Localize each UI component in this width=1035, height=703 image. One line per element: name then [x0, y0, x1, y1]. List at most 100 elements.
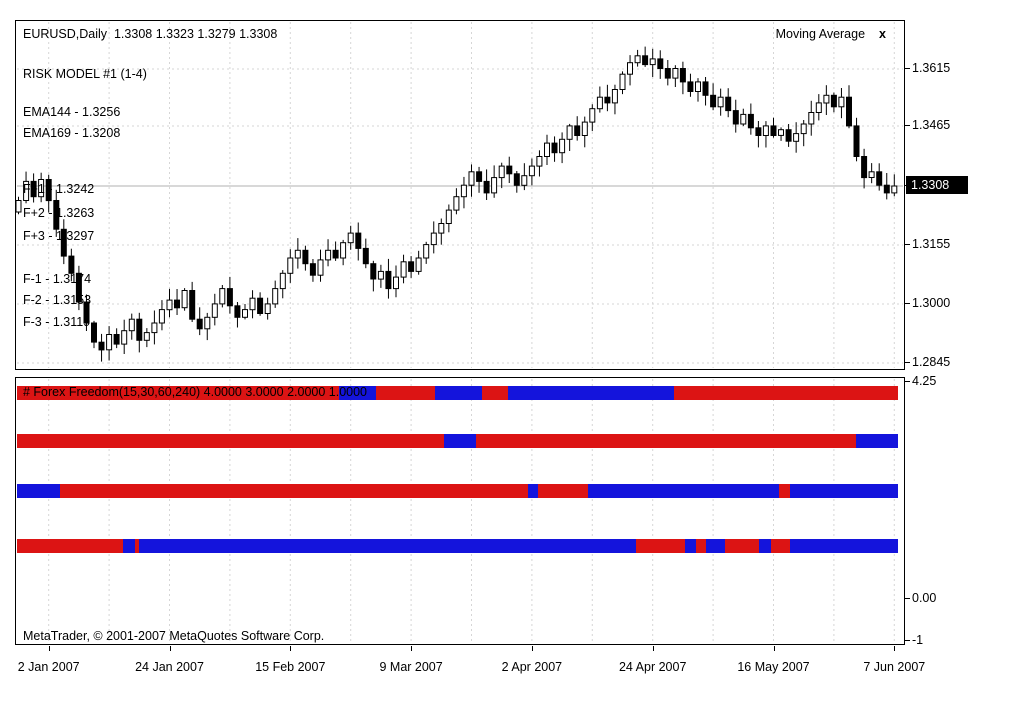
freedom-segment-blue	[705, 539, 726, 553]
date-tick-mark	[169, 646, 171, 651]
freedom-segment-red	[135, 539, 139, 553]
freedom-row-2.0000	[17, 484, 898, 498]
candle-body	[370, 263, 377, 280]
candle-body	[468, 171, 475, 186]
candle-body	[574, 125, 581, 137]
candle-body	[294, 249, 301, 259]
candle-body	[309, 263, 316, 276]
candle-body	[740, 113, 747, 125]
candle-body	[113, 334, 120, 345]
candle-body	[476, 171, 483, 182]
candle-body	[604, 96, 611, 104]
price-axis-label: 1.3615	[912, 61, 951, 75]
indicator-subwindow[interactable]: # Forex Freedom(15,30,60,240) 4.0000 3.0…	[15, 377, 905, 645]
freedom-segment-blue	[507, 386, 675, 400]
candle-body	[226, 288, 233, 307]
freedom-segment-blue	[790, 484, 898, 498]
freedom-segment-red	[771, 539, 791, 553]
candle-body	[725, 96, 732, 112]
date-axis-label: 15 Feb 2007	[255, 660, 326, 674]
candle-body	[861, 156, 868, 179]
candle-body	[642, 55, 649, 66]
candle-body	[400, 261, 407, 278]
candle-body	[891, 185, 898, 194]
candle-body	[883, 184, 890, 194]
candle-body	[128, 318, 135, 332]
candle-body	[695, 81, 701, 93]
candle-body	[317, 259, 324, 276]
freedom-row-1.0000	[17, 539, 898, 553]
main-chart-panel[interactable]: EURUSD,Daily 1.3308 1.3323 1.3279 1.3308…	[15, 20, 905, 370]
candle-body	[30, 180, 37, 198]
candle-body	[755, 127, 762, 137]
date-axis-label: 2 Jan 2007	[17, 660, 80, 674]
candle-body	[710, 94, 717, 108]
sub-axis-label: 0.00	[912, 591, 937, 605]
freedom-segment-red	[475, 434, 856, 448]
subwindow-grid	[48, 379, 895, 643]
ema144-label: EMA144 - 1.3256	[23, 105, 121, 119]
freedom-segment-red	[17, 434, 445, 448]
candle-body	[45, 179, 52, 202]
candle-body	[815, 102, 822, 114]
candle-body	[91, 322, 97, 343]
candle-body	[189, 290, 196, 320]
sub-axis-tick-mark	[905, 640, 910, 641]
date-axis-label: 9 Mar 2007	[379, 660, 443, 674]
candle-body	[415, 257, 422, 272]
candle-body	[98, 341, 105, 351]
candle-body	[838, 96, 845, 108]
candle-body	[242, 309, 248, 318]
candle-body	[257, 297, 264, 315]
date-tick-mark	[894, 646, 896, 651]
candle-body	[521, 175, 528, 186]
date-axis-label: 16 May 2007	[737, 660, 810, 674]
price-axis-label: 1.3465	[912, 118, 951, 132]
freedom-row-4.0000	[17, 386, 898, 400]
candle-body	[53, 200, 60, 230]
price-tick-mark	[905, 125, 910, 126]
date-axis-label: 24 Jan 2007	[135, 660, 204, 674]
candle-body	[264, 303, 271, 314]
candle-body	[627, 62, 633, 75]
freedom-segment-red	[779, 484, 791, 498]
copyright-text: MetaTrader, © 2001-2007 MetaQuotes Softw…	[23, 629, 325, 643]
price-tick-mark	[905, 303, 910, 304]
candle-body	[679, 68, 686, 83]
candlestick-plot[interactable]	[16, 21, 904, 369]
candle-body	[778, 129, 784, 136]
candle-body	[143, 332, 150, 341]
candle-body	[204, 316, 211, 330]
freedom-segment-blue	[587, 484, 780, 498]
freedom-segment-blue	[684, 539, 697, 553]
candle-body	[347, 232, 354, 244]
candle-body	[551, 142, 558, 154]
candle-body	[589, 108, 596, 123]
indicator-badge: Moving Average x	[776, 27, 886, 41]
close-icon[interactable]: x	[879, 27, 886, 41]
freedom-row-3.0000	[17, 434, 898, 448]
freedom-segment-blue	[527, 484, 538, 498]
candle-body	[513, 173, 520, 186]
freedom-segment-blue	[434, 386, 483, 400]
candle-body	[785, 129, 792, 142]
candle-body	[385, 270, 392, 290]
candle-body	[121, 330, 128, 345]
candle-body	[430, 232, 437, 246]
freedom-segment-blue	[122, 539, 136, 553]
candle-body	[528, 165, 535, 177]
f-plus-1-label: F+1 - 1.3242	[23, 182, 95, 196]
candle-body	[702, 81, 709, 96]
candle-body	[438, 223, 445, 234]
candle-body	[559, 138, 566, 154]
candle-body	[536, 156, 543, 167]
candle-body	[158, 309, 165, 324]
freedom-segment-red	[17, 386, 340, 400]
candle-body	[853, 125, 860, 158]
candle-body	[808, 112, 815, 125]
date-axis-label: 2 Apr 2007	[501, 660, 563, 674]
freedom-segment-red	[636, 539, 685, 553]
candle-body	[846, 96, 852, 127]
f-plus-2-label: F+2 - 1.3263	[23, 206, 95, 220]
price-axis-label: 1.3000	[912, 296, 951, 310]
